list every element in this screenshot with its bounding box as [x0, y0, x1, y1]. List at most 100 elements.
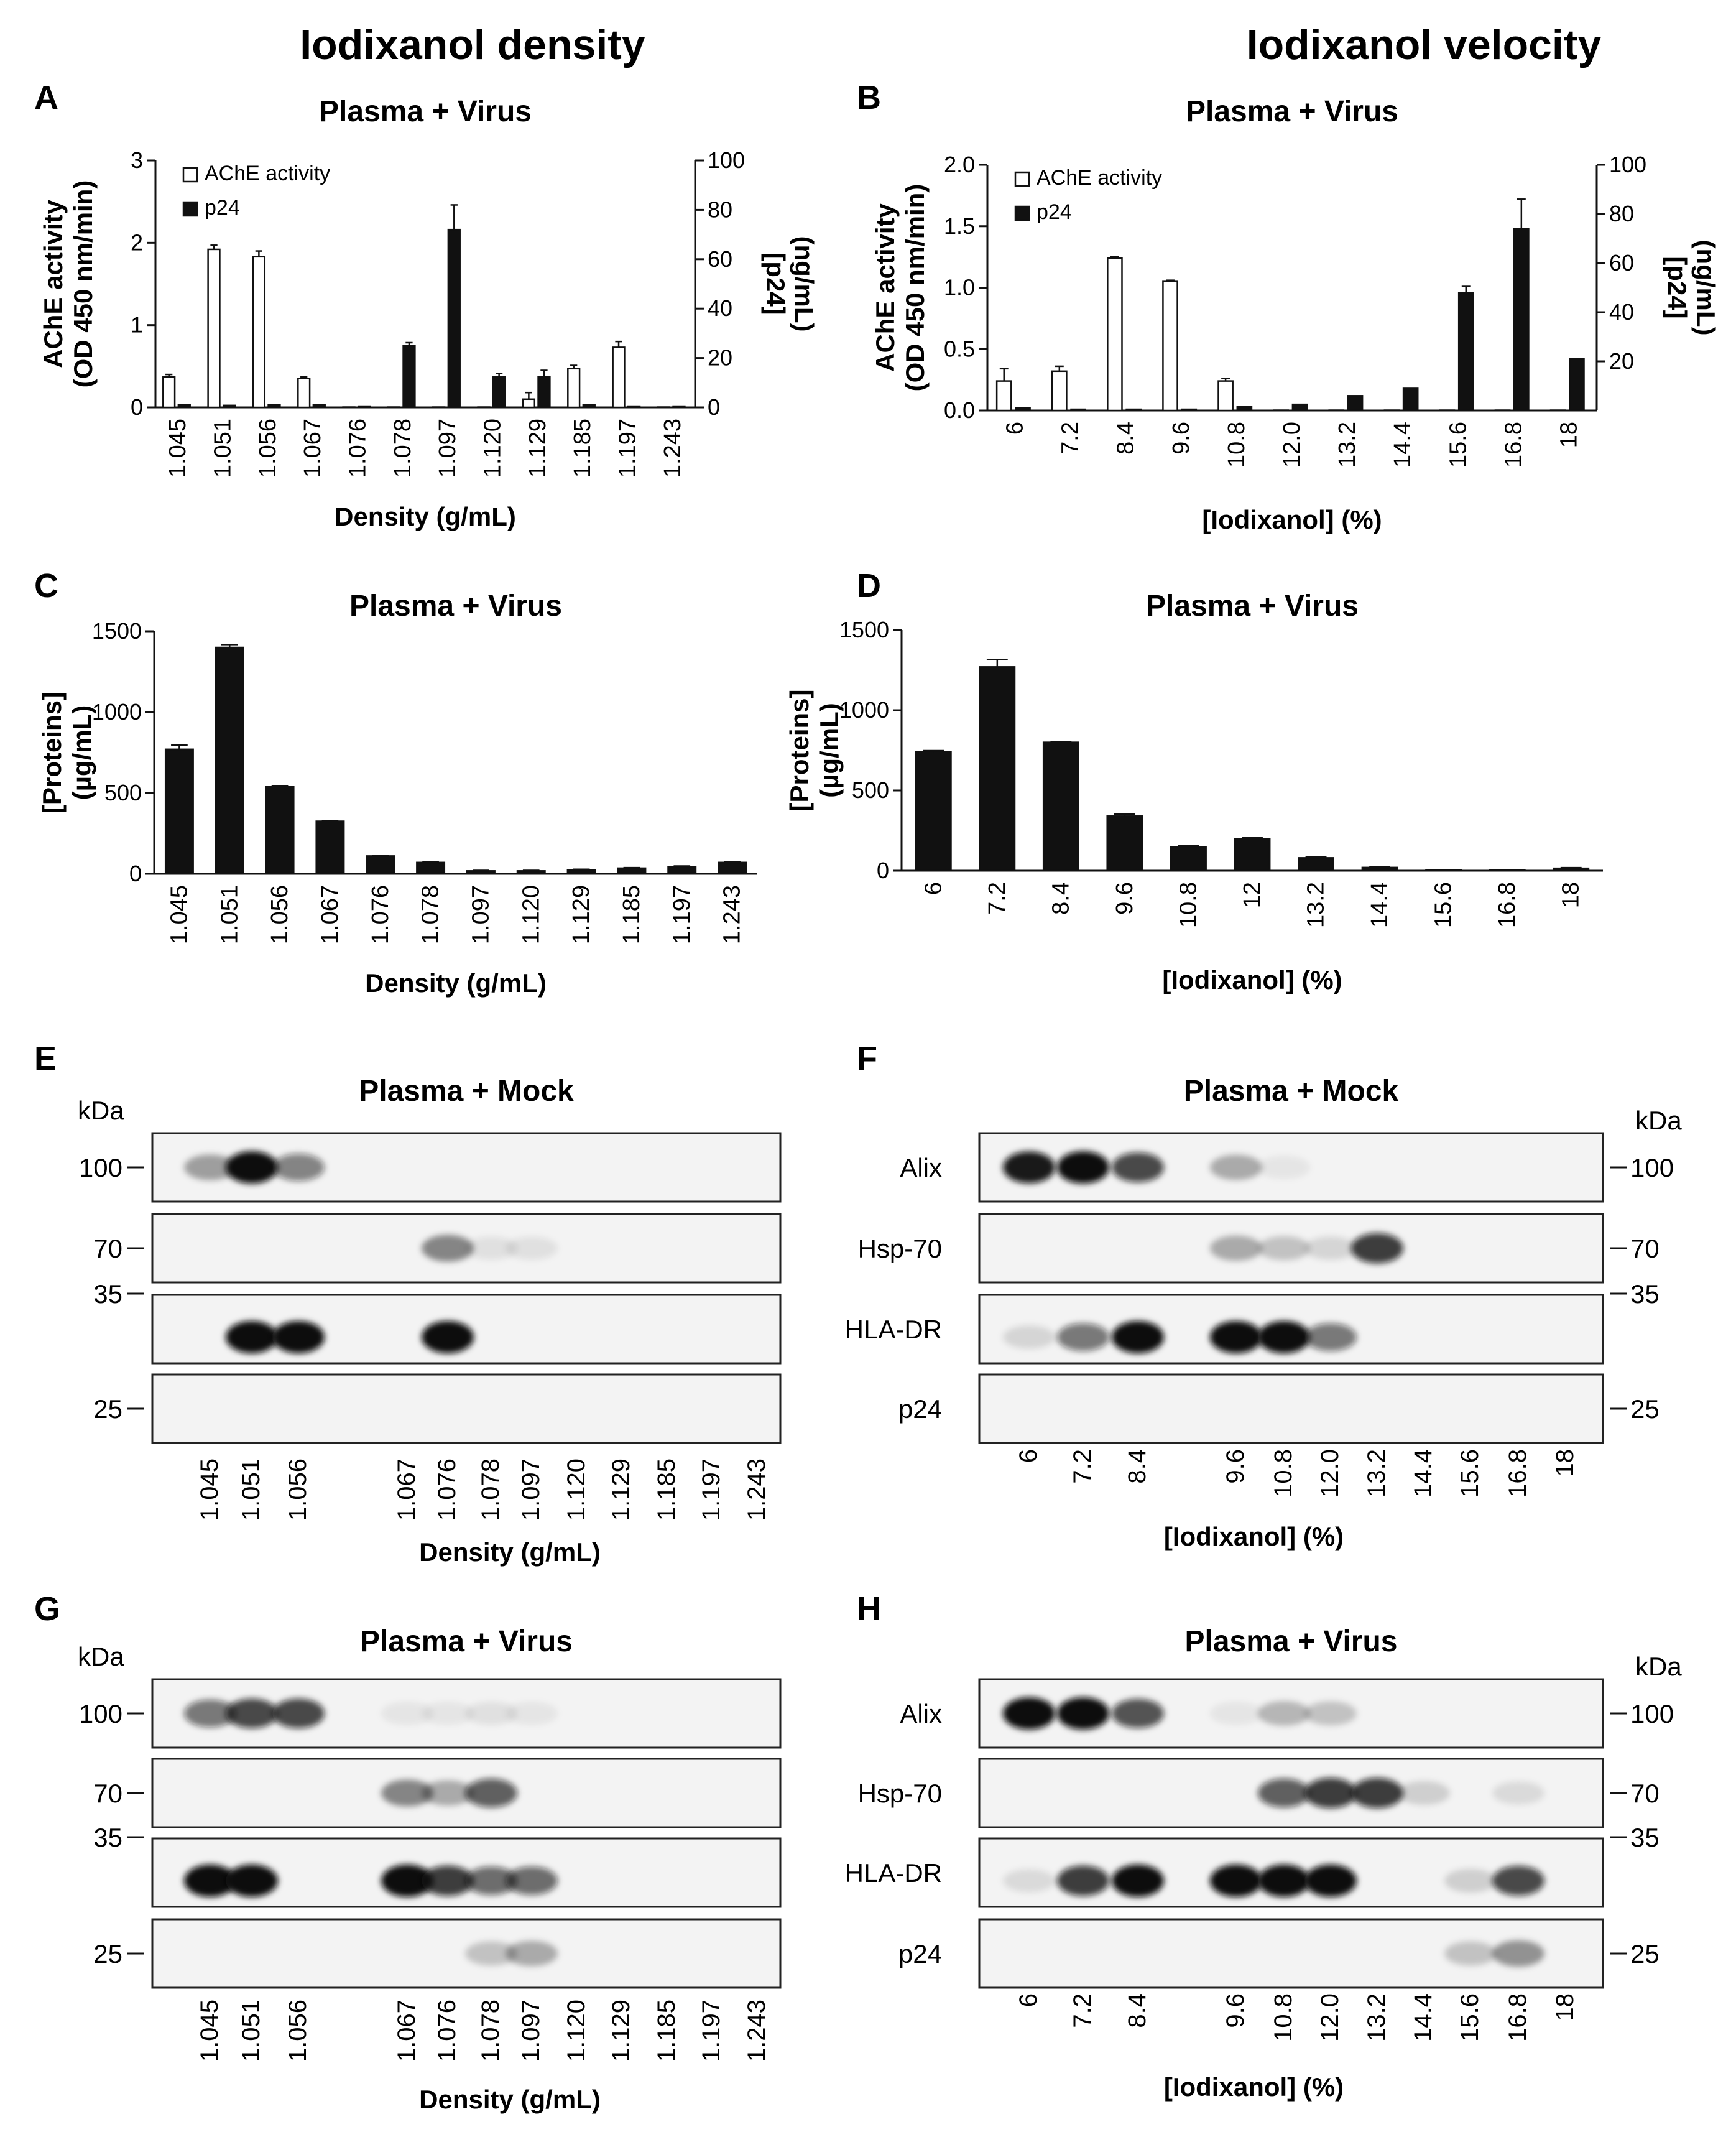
x-tick-label: 18 [1558, 882, 1584, 908]
marker-label: 25 [93, 1394, 122, 1424]
y-tick-label: 0 [131, 394, 143, 420]
x-tick-label: 1.067 [300, 419, 326, 478]
blot-band [1258, 1236, 1310, 1261]
p24-bar [1513, 228, 1530, 412]
header-right: Iodixanol velocity [1247, 21, 1602, 68]
lane-label: 7.2 [1069, 1993, 1096, 2028]
blot-band [1351, 1233, 1403, 1264]
blot-strip [978, 1373, 1604, 1444]
legend-swatch-ache [182, 167, 198, 183]
lane-label: 12.0 [1316, 1993, 1344, 2042]
ache-bar [567, 368, 581, 409]
blot-band [184, 1865, 236, 1897]
lane-label: 9.6 [1222, 1449, 1249, 1484]
legend-swatch-p24 [1014, 205, 1030, 221]
blot-row-label: p24 [898, 1394, 942, 1424]
lane-label: 1.243 [743, 1458, 770, 1521]
blot-band [1444, 1941, 1497, 1966]
p24-bar [1569, 358, 1585, 412]
lane-label: 8.4 [1124, 1449, 1151, 1484]
lane-label: 1.197 [698, 1458, 725, 1521]
blot-x-label: [Iodixanol] (%) [1164, 2072, 1344, 2102]
y-tick-label: 0 [877, 858, 889, 883]
panel-label: C [34, 567, 58, 605]
x-tick-label: 14.4 [1367, 882, 1393, 928]
blot-band [1210, 1865, 1262, 1897]
x-tick-label: 12.0 [1279, 422, 1305, 468]
x-tick-label: 13.2 [1303, 882, 1329, 928]
blot-band [465, 1702, 517, 1725]
protein-bar [1106, 815, 1143, 872]
y-tick-label: 2.0 [944, 152, 975, 177]
marker-label: 100 [1630, 1153, 1674, 1182]
x-tick-label: 1.051 [210, 419, 236, 478]
kda-label: kDa [78, 1642, 124, 1671]
protein-bar [1298, 857, 1334, 872]
blot-band [1003, 1151, 1055, 1184]
chart-title: Plasma + Virus [1186, 95, 1398, 128]
panel-label: D [857, 567, 881, 605]
lane-label: 12.0 [1316, 1449, 1344, 1498]
marker-label: 25 [1630, 1939, 1660, 1968]
x-axis-label: [Iodixanol] (%) [1202, 505, 1382, 534]
lane-label: 1.045 [196, 2000, 223, 2062]
legend-label-p24: p24 [1037, 200, 1072, 224]
blot-band [272, 1154, 325, 1181]
lane-label: 15.6 [1456, 1449, 1484, 1498]
y2-tick-label: 20 [1609, 348, 1634, 374]
ache-bar [1217, 380, 1234, 412]
p24-bar [1181, 408, 1198, 412]
ache-bar [1383, 409, 1400, 412]
ache-bar [995, 380, 1012, 412]
blot-band [422, 1321, 474, 1353]
ache-bar [657, 406, 671, 409]
p24-bar [492, 376, 506, 409]
y-tick-label: 0 [129, 861, 142, 886]
blot-band [1304, 1236, 1357, 1260]
x-tick-label: 16.8 [1500, 422, 1526, 468]
protein-bar [215, 646, 244, 875]
blot-H: H Plasma + Virus kDa 100 Alix 70 Hsp-70 35 HLA-D… [845, 1590, 1683, 2102]
ache-bar [1494, 409, 1511, 412]
protein-bar [1553, 867, 1590, 872]
blot-row-label: Alix [900, 1699, 942, 1728]
y2-axis-label: [p24] [761, 253, 790, 315]
ache-bar [522, 398, 536, 409]
ache-bar [1162, 280, 1178, 412]
y2-tick-label: 40 [1609, 299, 1634, 325]
blot-band [226, 1321, 278, 1353]
blot-band [381, 1779, 433, 1807]
blot-band [1210, 1235, 1262, 1261]
x-tick-label: 18 [1556, 422, 1582, 448]
x-tick-label: 1.197 [615, 419, 641, 478]
x-tick-label: 6 [920, 882, 946, 895]
blot-band [465, 1778, 517, 1808]
lane-label: 16.8 [1504, 1993, 1531, 2042]
blot-band [422, 1702, 474, 1725]
blot-x-label: [Iodixanol] (%) [1164, 1522, 1344, 1551]
lane-label: 18 [1551, 1993, 1579, 2021]
blot-band [1258, 1778, 1310, 1808]
y2-axis-label: (ng/mL) [1691, 240, 1720, 336]
blot-band [1210, 1321, 1262, 1353]
blot-band [381, 1865, 433, 1897]
lane-label: 7.2 [1069, 1449, 1096, 1484]
x-tick-label: 1.067 [317, 885, 343, 944]
x-tick-label: 10.8 [1224, 422, 1250, 468]
blot-band [422, 1235, 474, 1262]
protein-bar [1489, 869, 1526, 872]
y2-tick-label: 40 [708, 295, 732, 321]
x-tick-label: 13.2 [1334, 422, 1360, 468]
blot-band [1351, 1777, 1403, 1809]
chart-B: B Plasma + Virus 0.0 0.5 1.0 1.5 2.0 20 40 60 80 10… [857, 79, 1720, 534]
x-tick-label: 12 [1239, 882, 1265, 908]
blot-band [1258, 1156, 1310, 1179]
blot-band [506, 1702, 558, 1725]
p24-bar [672, 405, 686, 409]
y-tick-label: 1.5 [944, 213, 975, 239]
blot-band [1210, 1154, 1262, 1180]
lane-label: 6 [1015, 1449, 1042, 1463]
blot-title: Plasma + Mock [359, 1075, 574, 1108]
y-axis-label: [Proteins] [37, 692, 67, 813]
blot-band [272, 1699, 325, 1728]
